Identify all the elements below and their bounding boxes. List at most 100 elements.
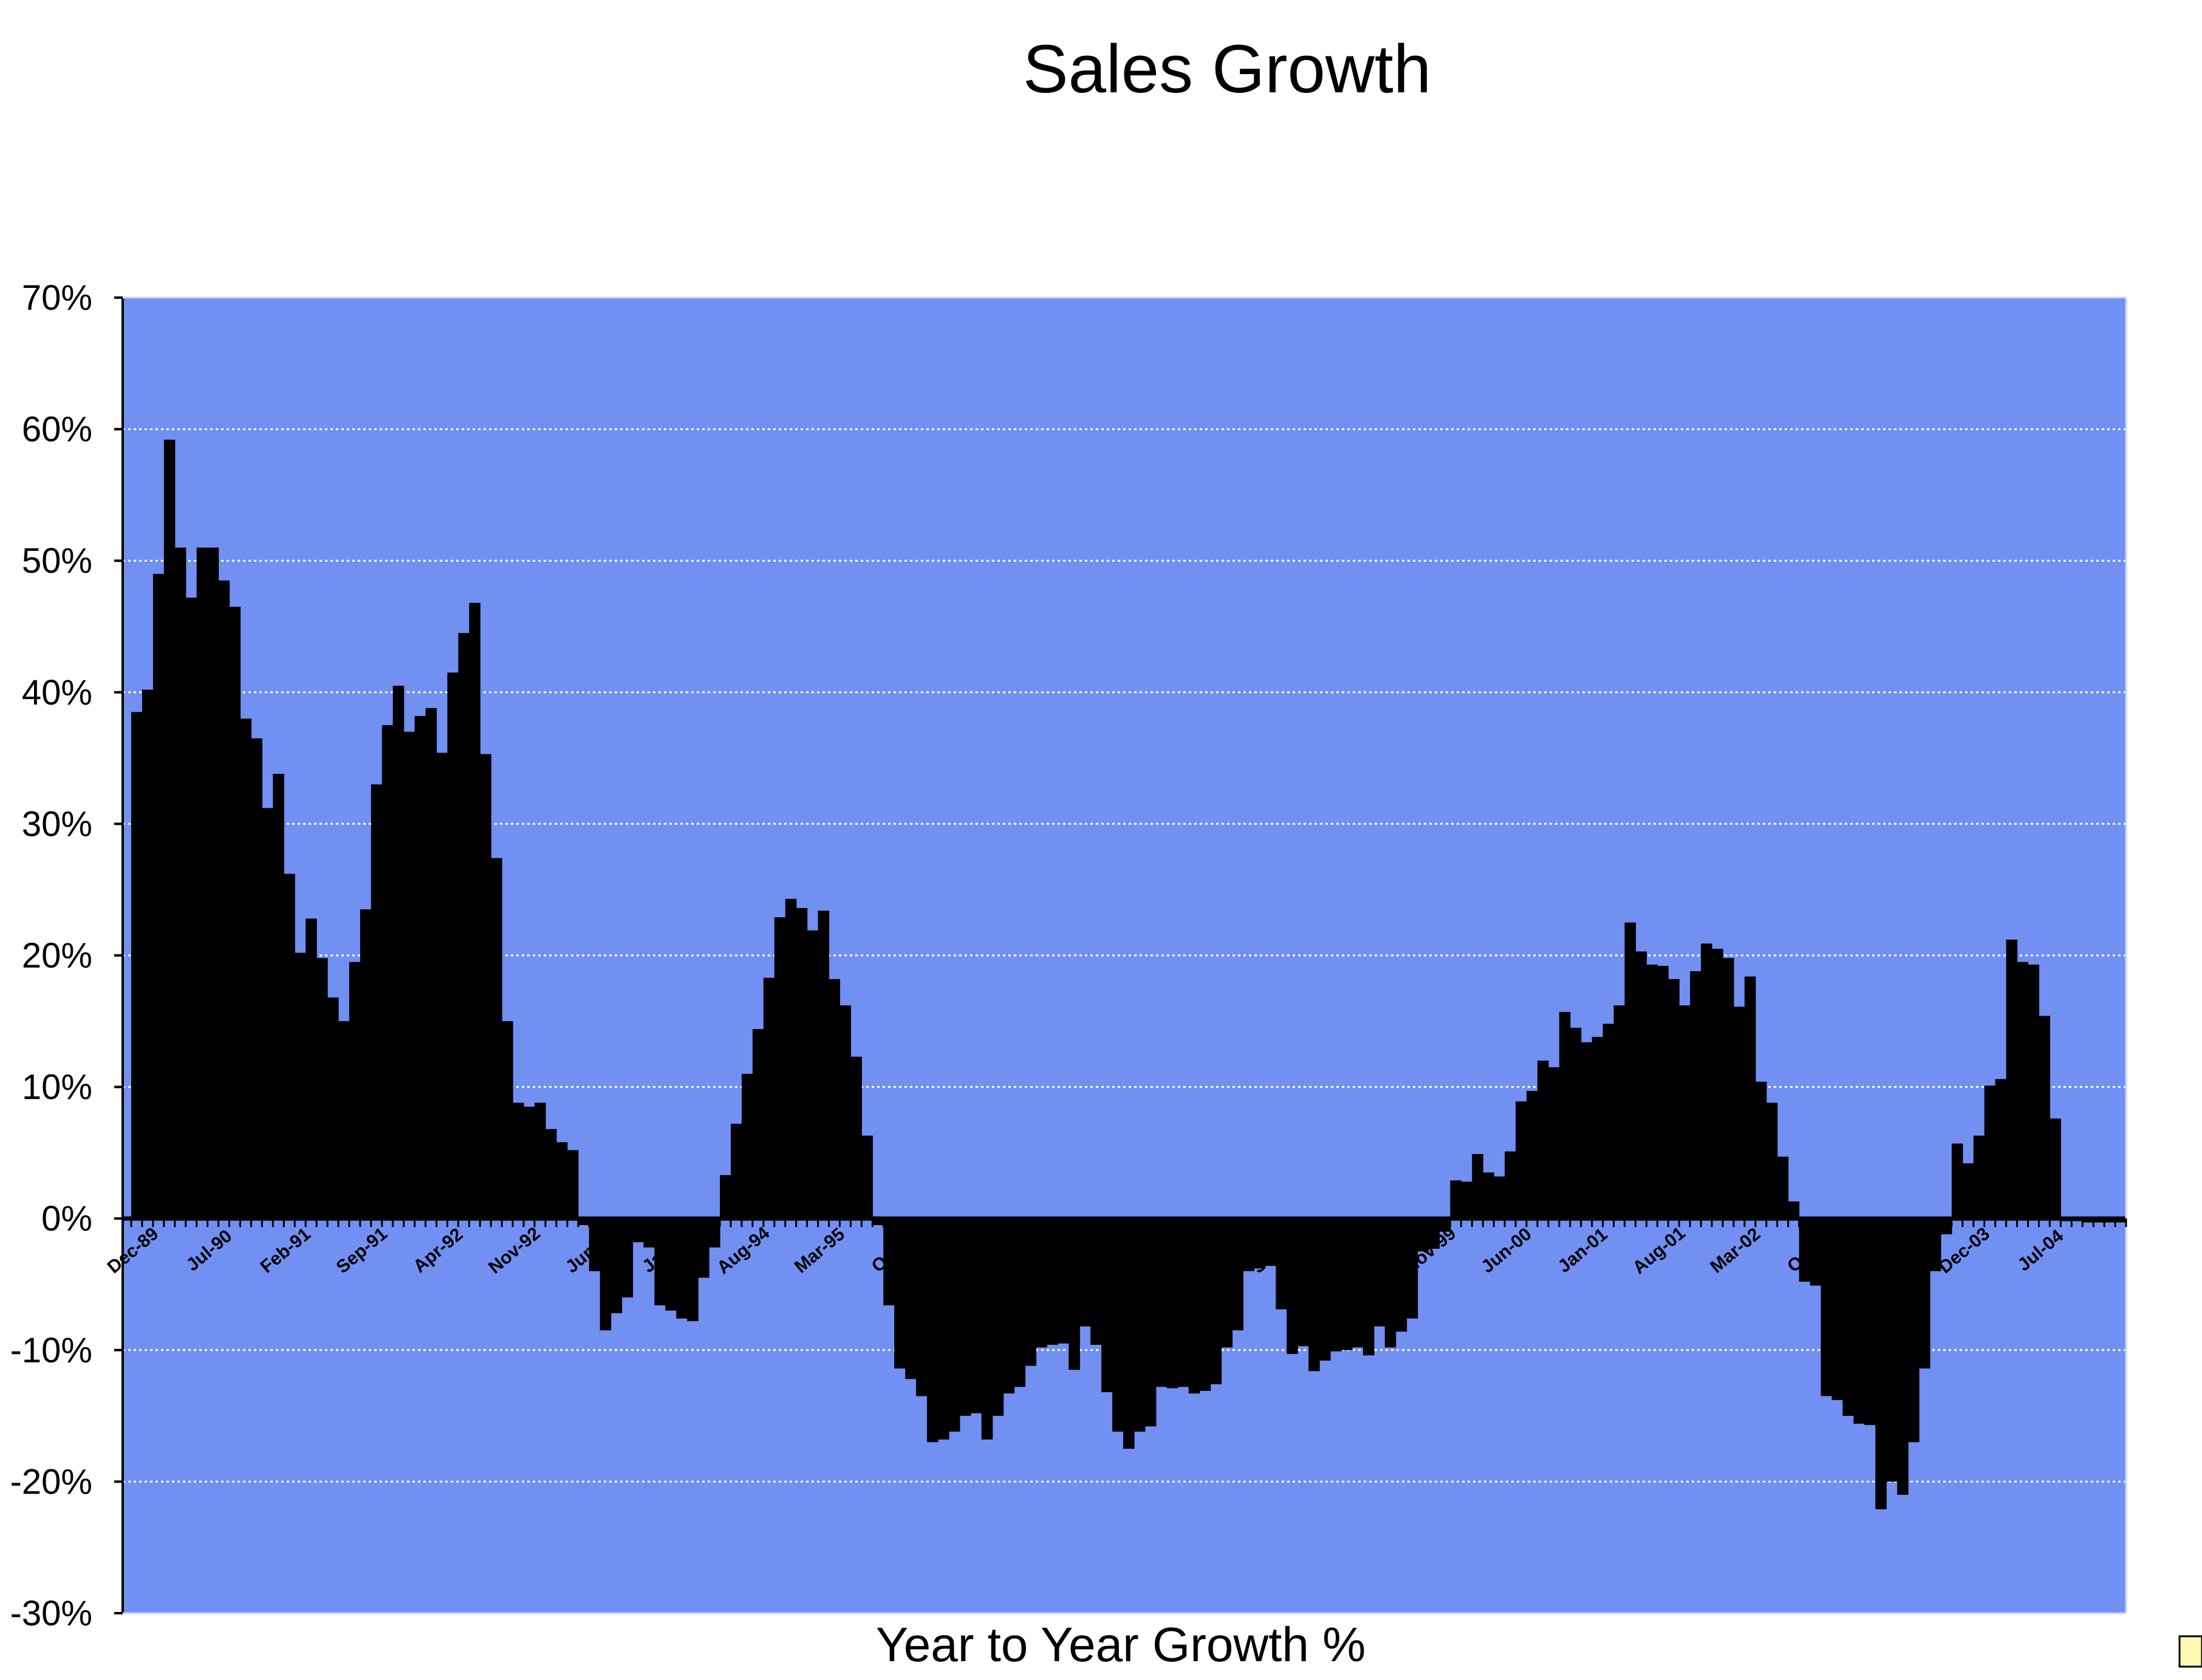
bar — [698, 1218, 709, 1278]
bar — [1668, 978, 1680, 1219]
bar — [981, 1218, 993, 1440]
bar — [131, 712, 143, 1219]
bar — [469, 603, 480, 1219]
bar — [720, 1175, 731, 1219]
bar — [1821, 1218, 1833, 1396]
bar — [1690, 971, 1701, 1219]
bar — [1025, 1218, 1037, 1366]
y-tick-label: 50% — [22, 541, 92, 581]
y-tick-label: -10% — [10, 1331, 92, 1370]
bar — [1472, 1154, 1483, 1219]
bar — [1406, 1218, 1418, 1319]
bar — [1428, 1218, 1440, 1249]
bar — [403, 731, 415, 1219]
bar — [447, 672, 459, 1219]
bar — [2017, 961, 2029, 1219]
bar — [1581, 1042, 1593, 1219]
bar — [1701, 943, 1712, 1219]
bar — [1069, 1218, 1080, 1370]
bar — [1995, 1079, 2007, 1219]
bar — [1090, 1218, 1102, 1345]
bar — [1744, 976, 1756, 1219]
bar — [436, 753, 448, 1219]
bar — [850, 1056, 862, 1219]
bar — [578, 1218, 590, 1226]
bar — [371, 784, 383, 1219]
bar — [1831, 1218, 1844, 1401]
bar — [1962, 1163, 1974, 1219]
bar — [1384, 1218, 1397, 1348]
y-tick-label: -30% — [10, 1594, 92, 1633]
bar — [1461, 1181, 1472, 1219]
bar — [785, 898, 797, 1219]
bar — [142, 689, 154, 1219]
bar — [1951, 1143, 1963, 1219]
bar — [152, 573, 165, 1219]
bar — [327, 997, 339, 1219]
bar — [1799, 1218, 1811, 1282]
bar — [1166, 1218, 1178, 1388]
bar — [1341, 1218, 1353, 1350]
bar — [818, 910, 830, 1219]
bar — [905, 1218, 917, 1379]
chart-title: Sales Growth — [1023, 31, 1431, 107]
bar — [1188, 1218, 1200, 1394]
bar — [1254, 1218, 1265, 1269]
bar — [502, 1021, 513, 1219]
bar — [2050, 1118, 2061, 1219]
bar — [1155, 1218, 1168, 1387]
bar — [1036, 1218, 1048, 1348]
bar — [381, 725, 394, 1219]
bar — [2006, 940, 2018, 1219]
bar — [273, 774, 284, 1219]
bar — [948, 1218, 960, 1432]
bar — [1527, 1091, 1538, 1219]
bar — [741, 1073, 753, 1219]
bar — [807, 930, 819, 1219]
bar — [1395, 1218, 1407, 1332]
bar — [1265, 1218, 1276, 1266]
bar — [1657, 966, 1669, 1219]
bar — [524, 1107, 535, 1219]
bar — [1221, 1218, 1233, 1348]
bar — [687, 1218, 699, 1322]
bar — [2039, 1016, 2050, 1219]
bar — [1330, 1218, 1342, 1351]
bar — [1592, 1037, 1604, 1219]
axes — [121, 296, 2127, 1614]
bar — [185, 597, 197, 1219]
bar — [1232, 1218, 1244, 1331]
bar — [1766, 1102, 1778, 1219]
bar — [338, 1021, 350, 1219]
bar — [295, 952, 306, 1219]
bar — [1723, 958, 1734, 1219]
bar — [425, 708, 437, 1219]
bar — [1864, 1218, 1876, 1426]
bar — [251, 738, 262, 1219]
bar — [1439, 1218, 1451, 1232]
y-tick-label: 0% — [41, 1199, 92, 1238]
bar — [1788, 1201, 1800, 1219]
bar — [491, 858, 502, 1219]
bar — [861, 1135, 873, 1219]
bar — [284, 873, 295, 1219]
bar — [752, 1029, 764, 1219]
bar — [218, 580, 230, 1219]
bar — [1853, 1218, 1865, 1424]
bar — [545, 1129, 557, 1219]
bar — [1733, 1006, 1745, 1219]
bar — [1505, 1151, 1516, 1219]
bar — [643, 1218, 655, 1248]
bar — [1897, 1218, 1909, 1495]
bar — [1929, 1218, 1941, 1271]
bar — [262, 808, 273, 1219]
bar — [1810, 1218, 1822, 1286]
bar — [306, 918, 317, 1219]
x-axis-label: Year to Year Growth % — [876, 1617, 1366, 1671]
bar — [1058, 1218, 1069, 1344]
bar — [632, 1218, 645, 1243]
bar — [2028, 965, 2040, 1219]
bar — [970, 1218, 982, 1413]
y-tick-label: 70% — [22, 278, 92, 318]
